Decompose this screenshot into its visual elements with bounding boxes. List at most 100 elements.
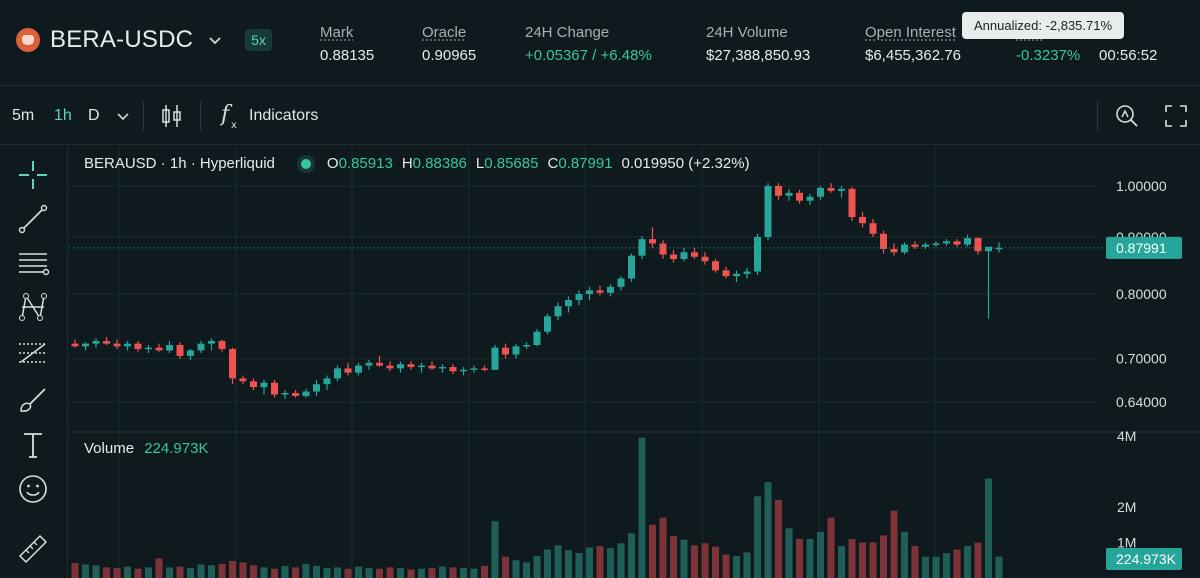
candle-body — [817, 187, 824, 197]
candlesticks — [71, 183, 1003, 399]
volume-bar — [418, 568, 425, 578]
timeframe-d[interactable]: D — [88, 107, 100, 124]
candle-body — [995, 247, 1003, 250]
volume-bar — [712, 546, 719, 578]
stat-3: 24H Volume $27,388,850.93 — [706, 24, 810, 64]
candle-body — [166, 344, 173, 351]
candle-body — [323, 378, 331, 385]
candle-body — [890, 248, 898, 253]
symbol-label: BERAUSD · 1h · Hyperliquid — [84, 155, 275, 172]
leverage-badge[interactable]: 5x — [245, 29, 272, 51]
pattern-icon[interactable] — [16, 290, 50, 324]
candle-body — [733, 273, 740, 277]
candles-icon[interactable] — [160, 102, 184, 130]
volume-bar — [313, 565, 320, 578]
volume-bar — [932, 556, 940, 578]
volume-bar — [764, 482, 772, 578]
candle-body — [397, 364, 404, 369]
trend-line-icon[interactable] — [16, 202, 50, 236]
timeframe-5m[interactable]: 5m — [12, 107, 35, 124]
volume-bar — [964, 546, 971, 578]
stat-label[interactable]: Open Interest — [865, 24, 956, 41]
volume-bar — [250, 565, 257, 578]
volume-bar — [92, 565, 100, 578]
candle-body — [575, 294, 583, 301]
candle-body — [197, 343, 205, 351]
candle-body — [229, 349, 236, 379]
stat-label[interactable]: Mark — [320, 24, 354, 41]
stat-label[interactable]: 24H Change — [525, 24, 610, 41]
text-icon[interactable] — [16, 428, 50, 462]
candle-body — [554, 306, 562, 317]
candle-body — [355, 365, 362, 373]
candle-body — [533, 331, 541, 345]
chart-grid — [69, 146, 1200, 578]
candle-body — [281, 393, 289, 395]
timeframe-1h[interactable]: 1h — [54, 107, 72, 124]
candle-body — [880, 233, 887, 249]
toolbar-divider — [200, 101, 201, 131]
zoom-icon[interactable] — [1114, 103, 1140, 129]
price-chart[interactable]: 1.000000.900000.800000.700000.640004M2M1… — [69, 146, 1200, 578]
volume-bar — [544, 549, 551, 578]
brush-icon[interactable] — [16, 382, 50, 416]
volume-bar — [859, 542, 866, 578]
candle-body — [460, 369, 467, 372]
candle-body — [754, 236, 761, 272]
svg-text:x: x — [231, 120, 237, 131]
indicators-button[interactable]: Indicators — [249, 107, 319, 124]
candle-body — [92, 340, 100, 344]
candle-body — [113, 343, 121, 347]
volume-bar — [596, 546, 604, 578]
candle-body — [250, 381, 257, 388]
volume-bar — [218, 563, 226, 578]
function-icon[interactable]: f x — [220, 101, 242, 131]
candle-body — [512, 346, 520, 355]
candle-body — [218, 340, 226, 350]
candle-body — [775, 186, 782, 196]
volume-bars — [71, 437, 1003, 578]
candle-body — [239, 378, 247, 382]
chevron-down-icon[interactable] — [207, 32, 223, 48]
candle-body — [680, 252, 688, 259]
emoji-icon[interactable] — [16, 472, 50, 506]
fib-icon[interactable] — [16, 336, 50, 370]
volume-bar — [271, 568, 278, 578]
stat-label[interactable]: Oracle — [422, 24, 467, 41]
volume-bar — [355, 566, 362, 578]
volume-last-label: 224.973K — [1116, 551, 1177, 567]
pair-selector[interactable]: BERA-USDC 5x — [16, 26, 272, 54]
candle-body — [313, 384, 320, 392]
candle-body — [365, 362, 373, 366]
stat-value: 0.90965 — [422, 47, 477, 64]
stat-label[interactable]: 24H Volume — [706, 24, 788, 41]
candle-body — [953, 241, 961, 245]
volume-bar — [239, 562, 247, 578]
fullscreen-icon[interactable] — [1164, 104, 1188, 128]
ruler-icon[interactable] — [16, 532, 50, 566]
volume-label: Volume — [84, 440, 135, 457]
volume-bar — [565, 550, 572, 578]
candle-body — [565, 300, 572, 307]
candle-body — [176, 344, 184, 356]
volume-bar — [460, 568, 467, 578]
horizontal-lines-icon[interactable] — [16, 246, 50, 280]
volume-bar — [292, 567, 299, 578]
candle-body — [334, 368, 341, 379]
candle-body — [617, 278, 625, 287]
candle-body — [722, 270, 730, 277]
volume-bar — [407, 569, 415, 578]
candle-body — [124, 343, 131, 347]
timeframe-chevron-icon[interactable] — [116, 111, 130, 123]
stat-6: 00:56:52 — [1099, 24, 1157, 64]
ohlc-change: 0.019950 (+2.32%) — [621, 155, 750, 172]
volume-bar — [71, 563, 79, 578]
volume-bar — [397, 568, 404, 578]
crosshair-icon[interactable] — [16, 158, 50, 192]
volume-bar — [670, 536, 677, 578]
candle-body — [71, 343, 79, 347]
volume-bar — [848, 538, 856, 578]
candle-body — [502, 347, 509, 355]
volume-bar — [376, 568, 383, 578]
candle-body — [470, 368, 478, 370]
